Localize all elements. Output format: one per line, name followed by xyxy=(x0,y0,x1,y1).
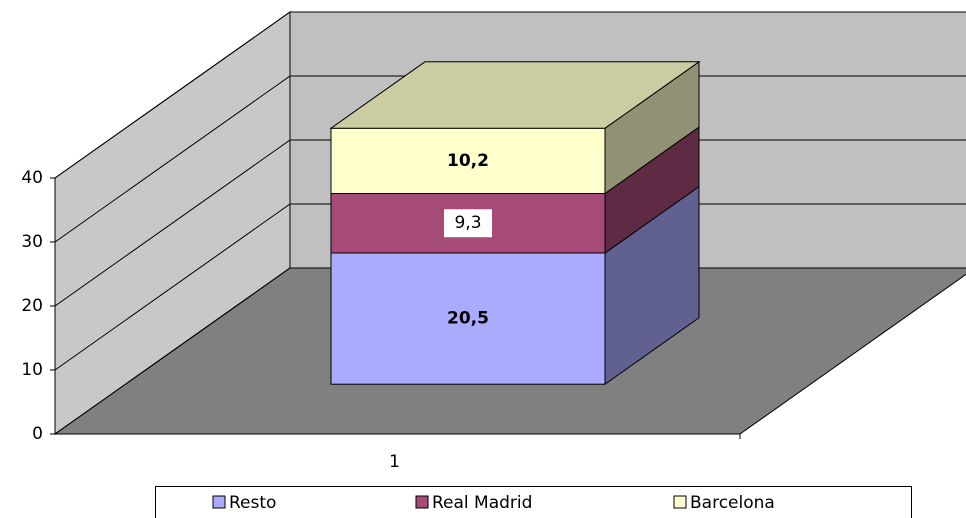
bar-top xyxy=(329,61,701,129)
data-label: 9,3 xyxy=(454,213,481,233)
y-tick-label: 10 xyxy=(21,360,43,380)
x-tick-label: 1 xyxy=(389,452,400,472)
legend-marker xyxy=(415,495,429,509)
grid-line xyxy=(54,267,966,435)
y-tick-label: 0 xyxy=(32,424,43,444)
grid-line xyxy=(54,203,966,371)
grid-line xyxy=(54,139,966,307)
data-label: 20,5 xyxy=(447,309,489,329)
legend-marker xyxy=(212,495,226,509)
legend-label: Real Madrid xyxy=(432,493,532,513)
grid-line xyxy=(54,75,966,243)
y-tick-label: 20 xyxy=(21,296,43,316)
legend-label: Barcelona xyxy=(690,493,775,513)
y-tick-label: 40 xyxy=(21,168,43,188)
legend-label: Resto xyxy=(229,493,276,513)
bar xyxy=(330,252,606,385)
label-box xyxy=(444,209,492,238)
legend xyxy=(155,486,912,518)
data-label: 10,2 xyxy=(447,151,489,171)
legend-marker xyxy=(673,495,687,509)
y-tick-label: 30 xyxy=(21,232,43,252)
grid-line xyxy=(54,11,966,179)
